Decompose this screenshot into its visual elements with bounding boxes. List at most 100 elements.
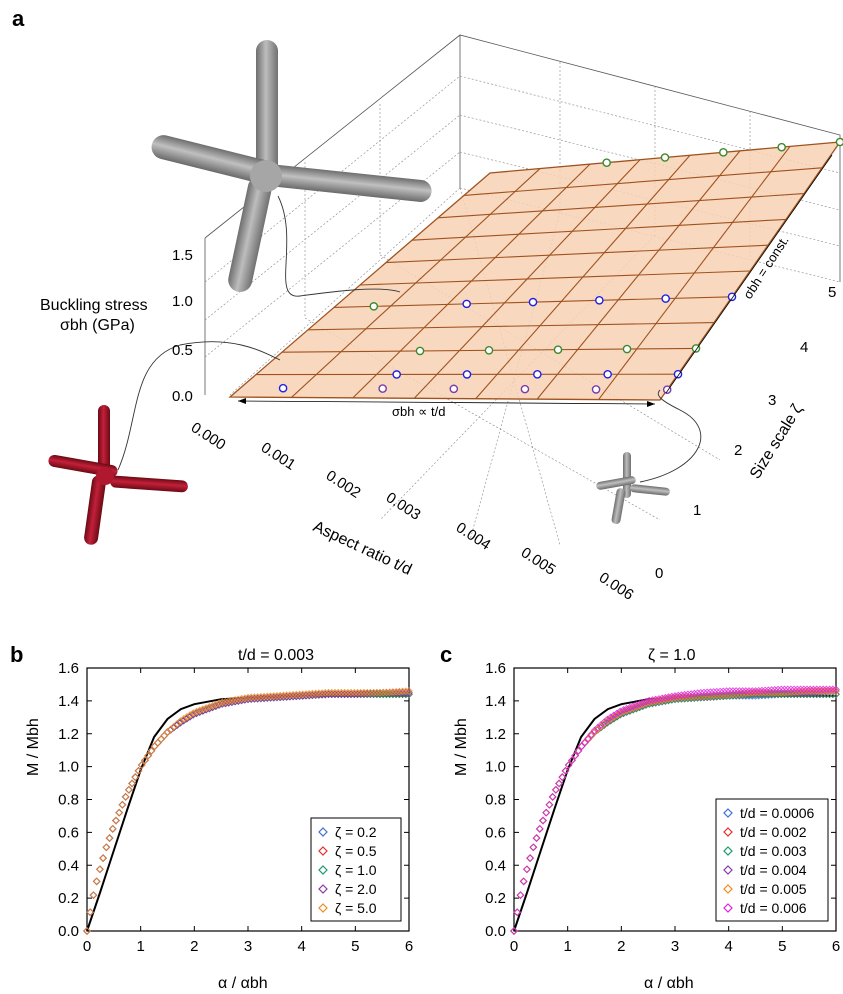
- data-marker: [115, 808, 124, 817]
- legend-label: t/d = 0.002: [740, 824, 807, 840]
- data-marker: [125, 785, 133, 794]
- y-tick-label: 0.6: [58, 824, 79, 841]
- tetrapod-grey-small: [596, 452, 670, 524]
- data-marker: [105, 834, 114, 842]
- data-marker: [360, 689, 368, 698]
- x-axis: 0.000 0.001 0.002 0.003 0.004 0.005 0.00…: [188, 419, 637, 604]
- plane-point: [520, 384, 530, 394]
- data-marker: [632, 701, 641, 710]
- data-marker: [542, 808, 551, 817]
- data-marker: [337, 688, 346, 697]
- data-marker: [571, 751, 580, 760]
- data-marker: [205, 703, 214, 711]
- z-axis-label-line1: Buckling stress: [40, 297, 148, 314]
- y-axis-label: Size scale ζ: [747, 402, 806, 483]
- panel-b-chart: b t/d = 0.003 M / Mbh α / αbh 0.00.20.40…: [10, 642, 413, 992]
- data-marker: [548, 793, 557, 801]
- plane-point: [553, 345, 563, 354]
- data-marker: [735, 687, 744, 695]
- x-tick-label: 0: [83, 938, 91, 955]
- y-tick-4: 4: [800, 339, 808, 356]
- panel-letter-c: c: [440, 642, 452, 667]
- plane-point: [591, 385, 601, 394]
- legend-marker: [318, 846, 328, 856]
- data-marker: [118, 800, 127, 809]
- data-marker: [761, 686, 769, 695]
- panel-b-xlabel: α / αbh: [218, 975, 268, 992]
- data-marker: [754, 686, 763, 695]
- y-tick-label: 1.6: [485, 660, 506, 677]
- x-tick-label: 6: [832, 938, 840, 955]
- data-marker: [738, 687, 747, 695]
- plane-grid-line-y: [359, 270, 751, 286]
- data-marker: [719, 687, 728, 696]
- data-marker: [250, 693, 259, 702]
- data-marker: [112, 816, 120, 825]
- data-marker: [157, 735, 165, 744]
- data-marker: [102, 843, 111, 852]
- data-marker: [677, 691, 686, 699]
- data-marker: [215, 699, 223, 708]
- data-marker: [519, 877, 528, 886]
- data-marker: [154, 738, 162, 747]
- y-tick-3: 3: [768, 392, 776, 409]
- legend-label: t/d = 0.003: [740, 843, 807, 859]
- panel-c-chart: c ζ = 1.0 M / Mbh α / αbh 0.00.20.40.60.…: [440, 642, 840, 992]
- data-marker: [825, 685, 834, 694]
- data-marker: [609, 711, 618, 720]
- y-tick-2: 2: [734, 442, 742, 459]
- data-marker: [353, 688, 362, 697]
- data-marker: [305, 690, 314, 698]
- data-marker: [787, 685, 795, 694]
- data-marker: [545, 800, 554, 809]
- z-tick-1: 0.5: [172, 342, 193, 359]
- data-marker: [542, 808, 551, 817]
- y-tick-label: 1.4: [485, 693, 506, 710]
- data-marker: [96, 865, 104, 874]
- data-marker: [395, 687, 404, 696]
- data-marker: [748, 687, 757, 695]
- plane-point: [528, 297, 538, 307]
- legend-marker: [723, 808, 733, 818]
- data-marker: [616, 707, 625, 716]
- data-marker: [568, 756, 576, 765]
- data-marker: [545, 800, 554, 809]
- legend-marker: [723, 865, 733, 875]
- data-marker: [516, 891, 525, 900]
- data-marker: [764, 686, 773, 695]
- data-marker: [603, 715, 612, 724]
- data-marker: [523, 865, 531, 874]
- y-tick-label: 0.2: [58, 890, 79, 907]
- data-marker: [545, 800, 554, 809]
- data-marker: [92, 877, 101, 886]
- data-marker: [189, 709, 198, 717]
- panel-a-3d-surface: a: [12, 6, 843, 604]
- data-marker: [99, 854, 107, 862]
- data-marker: [92, 877, 101, 886]
- data-marker: [266, 692, 275, 701]
- x-tick-label: 3: [244, 938, 252, 955]
- data-marker: [340, 688, 349, 697]
- x-tick-5: 0.005: [518, 544, 559, 579]
- data-marker: [635, 700, 644, 708]
- data-marker: [105, 834, 114, 842]
- data-marker: [519, 877, 528, 886]
- data-marker: [526, 854, 534, 862]
- data-marker: [552, 785, 560, 794]
- z-tick-3: 1.5: [172, 247, 193, 264]
- data-marker: [356, 690, 365, 698]
- data-marker: [144, 751, 153, 760]
- data-marker: [92, 877, 101, 886]
- data-marker: [519, 877, 528, 886]
- legend-marker: [723, 903, 733, 913]
- x-tick-label: 5: [778, 938, 786, 955]
- data-marker: [302, 690, 310, 698]
- data-marker: [298, 690, 307, 699]
- data-marker: [292, 690, 301, 699]
- data-marker: [253, 693, 262, 701]
- data-marker: [822, 685, 831, 694]
- data-marker: [366, 689, 375, 698]
- legend-label: t/d = 0.005: [740, 881, 807, 897]
- y-tick-5: 5: [828, 284, 836, 301]
- data-marker: [532, 834, 541, 842]
